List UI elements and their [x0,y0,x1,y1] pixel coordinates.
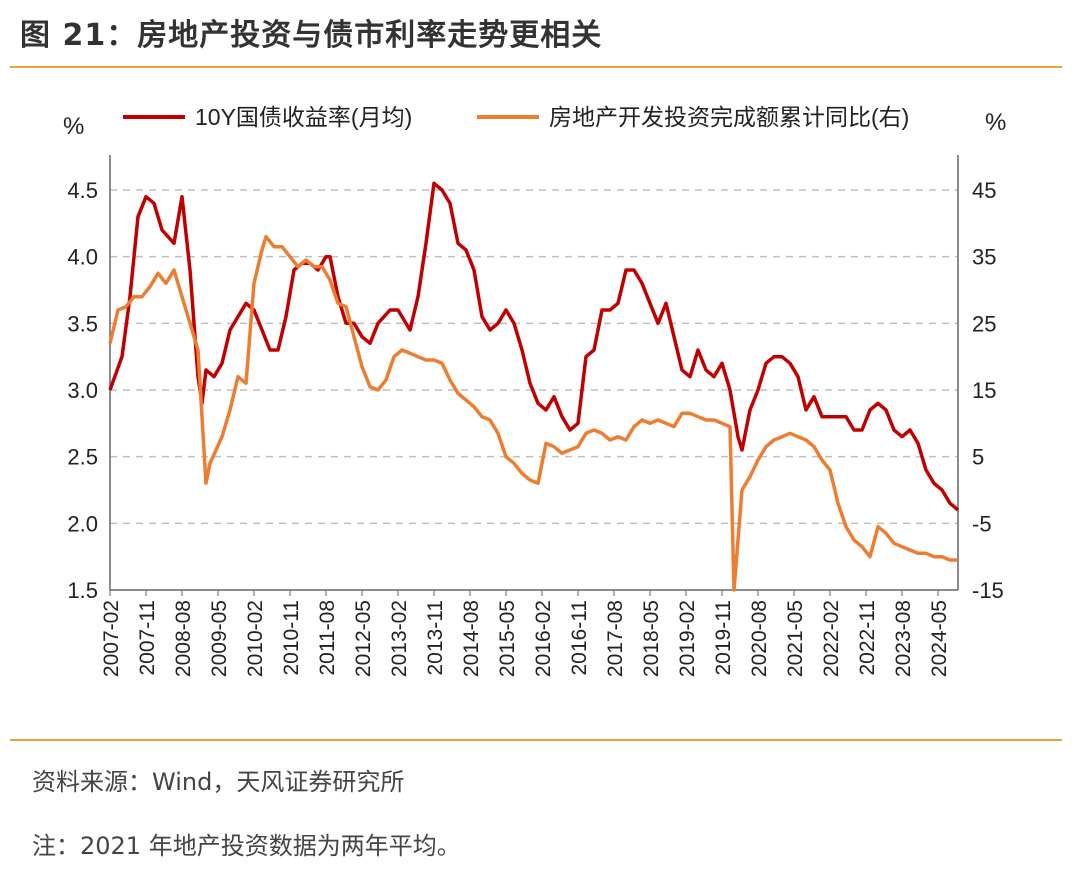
x-tick-label: 2007-02 [100,600,123,677]
x-tick-label: 2008-08 [172,600,195,677]
x-tick-label: 2018-05 [640,600,663,677]
axes [109,155,959,591]
right-tick-label: 5 [972,445,984,470]
x-tick-label: 2010-02 [244,600,267,677]
x-tick-label: 2016-02 [532,600,555,677]
legend-label: 10Y国债收益率(月均) [195,104,412,130]
x-tick-label: 2020-08 [748,600,771,677]
right-tick-label: -15 [972,578,1004,603]
x-axis-ticks: 2007-02 2007-11 2008-08 2009-05 2010-02 2010-… [100,590,951,677]
x-tick-label: 2015-05 [496,600,519,677]
series-lines [108,181,960,592]
x-tick-label: 2007-11 [136,600,159,676]
x-tick-label: 2019-02 [676,600,699,677]
right-axis-ticks: -15 -5 5 15 25 35 45 [972,178,1004,603]
left-tick-label: 2.5 [67,445,98,470]
legend-label: 房地产开发投资完成额累计同比(右) [549,104,909,130]
x-tick-label: 2014-08 [460,600,483,677]
x-tick-label: 2013-02 [388,600,411,677]
left-axis-unit: % [63,113,84,140]
x-tick-label: 2016-11 [568,600,591,676]
chart: 1.5 2.0 2.5 3.0 3.5 4.0 4.5 -15 -5 5 15 25 35 45 200… [63,104,1006,677]
top-divider [10,66,1062,68]
x-tick-label: 2022-02 [820,600,843,677]
left-axis-ticks: 1.5 2.0 2.5 3.0 3.5 4.0 4.5 [67,178,98,603]
x-tick-label: 2022-11 [856,600,879,676]
left-tick-label: 1.5 [67,578,98,603]
right-tick-label: 15 [972,378,996,403]
grid-lines [110,189,958,525]
axis-units: %% [63,109,1006,140]
right-tick-label: -5 [972,511,992,536]
right-tick-label: 45 [972,178,996,203]
right-tick-label: 35 [972,245,996,270]
x-tick-label: 2023-08 [892,600,915,677]
right-tick-label: 25 [972,311,996,336]
bottom-divider [10,739,1062,741]
x-tick-label: 2024-05 [928,600,951,677]
x-tick-label: 2009-05 [208,600,231,677]
real-estate-investment-line [108,234,958,592]
left-tick-label: 4.5 [67,178,98,203]
source-text: 资料来源：Wind，天风证券研究所 [32,768,405,796]
left-tick-label: 2.0 [67,511,98,536]
x-tick-label: 2017-08 [604,600,627,677]
x-tick-label: 2012-05 [352,600,375,677]
x-tick-label: 2010-11 [280,600,303,676]
x-tick-label: 2013-11 [424,600,447,676]
legend: 10Y国债收益率(月均) 房地产开发投资完成额累计同比(右) [123,104,909,130]
x-tick-label: 2011-08 [316,600,339,676]
note-text: 注：2021 年地产投资数据为两年平均。 [32,832,461,860]
left-tick-label: 3.5 [67,311,98,336]
x-tick-label: 2019-11 [712,600,735,676]
left-tick-label: 4.0 [67,245,98,270]
page-title: 图 21：房地产投资与债市利率走势更相关 [20,18,603,53]
right-axis-unit: % [985,109,1006,136]
left-tick-label: 3.0 [67,378,98,403]
x-tick-label: 2021-05 [784,600,807,677]
bond-yield-line [108,181,960,512]
